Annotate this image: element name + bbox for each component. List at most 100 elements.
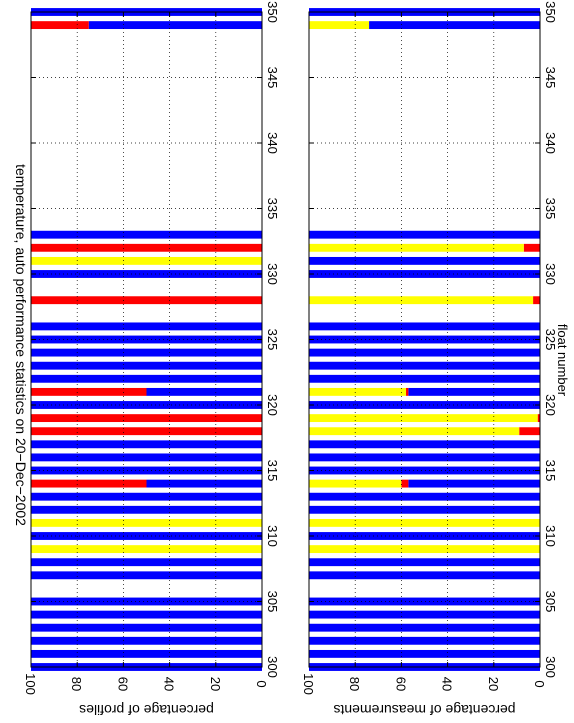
bar-segment-blue	[146, 479, 262, 488]
bar-segment-blue	[309, 597, 540, 606]
bar-segment-blue	[309, 401, 540, 409]
bar-segment-blue	[31, 348, 262, 357]
bar-segment-blue	[309, 492, 540, 501]
bar-segment-blue	[309, 374, 540, 383]
bar-segment-red	[31, 387, 147, 396]
bar-segment-blue	[309, 466, 540, 475]
x-tick-label: 325	[265, 329, 280, 351]
bar-segment-yellow	[309, 427, 520, 436]
bar-segment-yellow	[309, 479, 402, 488]
bar-segment-yellow	[31, 545, 262, 554]
bar-segment-blue	[309, 532, 540, 540]
bar-segment-red	[31, 296, 262, 305]
bar-segment-blue	[309, 230, 540, 239]
bar-segment-blue	[408, 479, 540, 488]
bar-segment-blue	[309, 571, 540, 580]
bar-segment-red	[31, 479, 147, 488]
x-tick-label: 330	[543, 263, 558, 285]
bar-segment-yellow	[309, 387, 407, 396]
bar-segment-blue	[31, 440, 262, 449]
x-tick-label: 335	[543, 198, 558, 220]
bar-segment-blue	[309, 348, 540, 357]
y-tick-label: 100	[23, 673, 38, 695]
x-axis-label: float number	[555, 324, 570, 397]
bar-segment-blue	[31, 492, 262, 501]
y-tick-label: 100	[301, 673, 316, 695]
bar-segment-blue	[31, 322, 262, 331]
x-tick-label: 340	[265, 132, 280, 154]
bar-segment-blue	[31, 597, 262, 606]
bar-segment-blue	[369, 21, 540, 30]
bar-segment-blue	[31, 505, 262, 514]
bar-segment-blue	[88, 21, 262, 30]
bar-segment-blue	[309, 361, 540, 370]
x-tick-label: 320	[543, 394, 558, 416]
x-tick-label: 305	[265, 591, 280, 613]
bar-segment-red	[31, 21, 89, 30]
y-axis-label: percentage of profiles	[79, 702, 214, 718]
x-tick-label: 315	[265, 460, 280, 482]
bar-segment-yellow	[309, 518, 540, 527]
bar-segment-blue	[31, 361, 262, 370]
bar-segment-blue	[31, 532, 262, 540]
bar-segment-yellow	[309, 21, 370, 30]
measurements-panel: 300 305 310 315 320 325 330 335 340 345 350 0 20 40 60…	[301, 1, 558, 718]
y-tick-label: 40	[162, 677, 177, 691]
bar-segment-blue	[31, 335, 262, 344]
y-tick-label: 0	[254, 680, 269, 687]
x-tick-label: 300	[543, 656, 558, 678]
bar-segment-yellow	[31, 518, 262, 527]
x-tick-label: 350	[543, 1, 558, 23]
x-tick-label: 315	[543, 460, 558, 482]
bar-segment-yellow	[309, 296, 534, 305]
bar-segment-red	[523, 243, 540, 252]
x-tick-label: 340	[543, 132, 558, 154]
bar-segment-blue	[408, 387, 540, 396]
bar-segment-blue	[309, 505, 540, 514]
y-tick-label: 0	[532, 680, 547, 687]
bar-segment-red	[537, 414, 540, 423]
bar-segment-blue	[309, 610, 540, 619]
bar-segment-blue	[31, 649, 262, 658]
bar-segment-blue	[309, 256, 540, 265]
y-tick-label: 80	[69, 677, 84, 691]
bar-segment-blue	[309, 270, 540, 278]
bar-segment-blue	[31, 623, 262, 632]
bar-segment-yellow	[309, 414, 538, 423]
x-tick-label: 330	[265, 263, 280, 285]
bar-segment-blue	[31, 374, 262, 383]
bar-segment-blue	[309, 453, 540, 462]
bar-segment-red	[401, 479, 409, 488]
bar-segment-blue	[31, 636, 262, 645]
bar-segment-blue	[309, 322, 540, 331]
x-tick-label: 335	[265, 198, 280, 220]
y-tick-label: 40	[440, 677, 455, 691]
bar-segment-yellow	[31, 256, 262, 265]
bar-segment-blue	[31, 401, 262, 409]
x-tick-label: 320	[265, 394, 280, 416]
bar-segment-blue	[31, 610, 262, 619]
y-tick-label: 80	[347, 677, 362, 691]
bar-segment-red	[31, 243, 262, 252]
bar-segment-red	[31, 427, 262, 436]
bar-segment-yellow	[309, 545, 540, 554]
bar-segment-blue	[31, 230, 262, 239]
bar-segment-blue	[31, 270, 262, 278]
x-tick-label: 310	[543, 525, 558, 547]
bar-segment-blue	[309, 440, 540, 449]
x-tick-label: 300	[265, 656, 280, 678]
bar-segment-blue	[309, 636, 540, 645]
bar-segment-blue	[146, 387, 262, 396]
bar-segment-yellow	[309, 243, 524, 252]
x-tick-label: 345	[543, 67, 558, 89]
x-tick-label: 325	[543, 329, 558, 351]
y-axis-label: percentage of measurements	[333, 702, 515, 718]
x-tick-label: 305	[543, 591, 558, 613]
bar-segment-red	[406, 387, 409, 396]
bar-segment-red	[519, 427, 540, 436]
bar-segment-red	[31, 414, 262, 423]
x-tick-label: 345	[265, 67, 280, 89]
bar-segment-blue	[309, 335, 540, 344]
bar-segment-blue	[309, 558, 540, 567]
